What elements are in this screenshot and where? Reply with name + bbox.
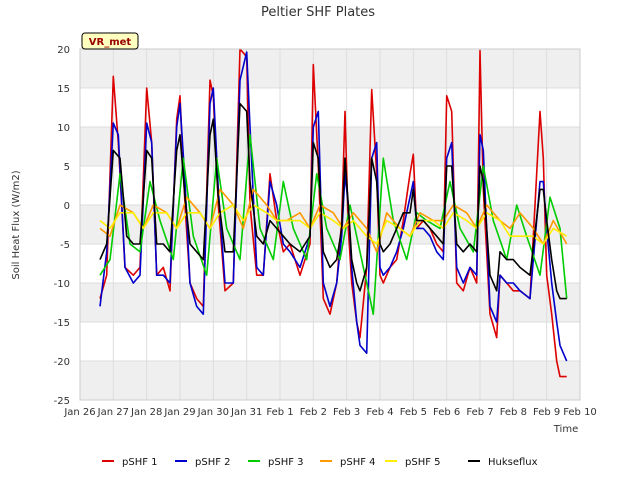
x-tick-label-5: Jan 31 xyxy=(230,407,262,418)
plot-frame xyxy=(79,48,581,401)
x-tick-label-2: Jan 28 xyxy=(130,407,162,418)
y-tick-label-6: -10 xyxy=(54,279,70,290)
plot-band-1 xyxy=(80,127,580,166)
y-tick-label-3: 5 xyxy=(64,162,70,173)
plot-band-4 xyxy=(80,361,580,400)
legend: pSHF 1 pSHF 2 pSHF 3 pSHF 4 pSHF 5 Hukseflux xyxy=(102,457,538,468)
y-tick-label-8: -20 xyxy=(54,357,70,368)
series-line-hukseflux xyxy=(99,102,567,300)
legend-label-2: pSHF 3 xyxy=(268,457,304,468)
annotation-box: VR_met xyxy=(81,32,139,50)
x-tick-label-10: Feb 5 xyxy=(400,407,427,418)
x-tick-label-14: Feb 9 xyxy=(533,407,560,418)
chart-title: Peltier SHF Plates xyxy=(261,5,375,20)
x-tick-label-1: Jan 27 xyxy=(97,407,129,418)
legend-label-5: Hukseflux xyxy=(488,457,538,468)
x-tick-label-4: Jan 30 xyxy=(197,407,229,418)
plot-band-3 xyxy=(80,283,580,322)
x-tick-label-9: Feb 4 xyxy=(366,407,393,418)
x-tick-label-13: Feb 8 xyxy=(500,407,527,418)
x-tick-label-7: Feb 2 xyxy=(300,407,327,418)
series-line-pshf-5 xyxy=(99,204,568,245)
x-tick-label-3: Jan 29 xyxy=(163,407,195,418)
y-tick-label-1: 15 xyxy=(57,84,70,95)
x-tick-label-0: Jan 26 xyxy=(63,407,95,418)
y-tick-label-9: -25 xyxy=(54,396,70,407)
y-axis-label: Soil Heat Flux (W/m2) xyxy=(11,170,22,279)
series-lines xyxy=(99,48,568,378)
legend-label-1: pSHF 2 xyxy=(195,457,231,468)
y-axis-ticks: 20 15 10 5 0 -5 -10 -15 -20 -25 xyxy=(54,45,70,407)
x-tick-label-11: Feb 6 xyxy=(433,407,460,418)
y-tick-label-5: -5 xyxy=(60,240,70,251)
y-tick-label-4: 0 xyxy=(64,201,70,212)
y-tick-label-7: -15 xyxy=(54,318,70,329)
legend-label-4: pSHF 5 xyxy=(405,457,441,468)
x-tick-label-8: Feb 3 xyxy=(333,407,360,418)
x-tick-label-6: Feb 1 xyxy=(266,407,293,418)
y-tick-label-2: 10 xyxy=(57,123,70,134)
x-axis-ticks: Jan 26 Jan 27 Jan 28 Jan 29 Jan 30 Jan 31 Feb … xyxy=(63,407,596,418)
legend-label-3: pSHF 4 xyxy=(340,457,376,468)
x-axis-label: Time xyxy=(553,424,578,435)
x-tick-label-15: Feb 10 xyxy=(563,407,597,418)
annotation-label: VR_met xyxy=(89,37,132,48)
x-tick-label-12: Feb 7 xyxy=(466,407,493,418)
y-tick-label-0: 20 xyxy=(57,45,70,56)
legend-label-0: pSHF 1 xyxy=(122,457,158,468)
plot-band-0 xyxy=(80,49,580,88)
